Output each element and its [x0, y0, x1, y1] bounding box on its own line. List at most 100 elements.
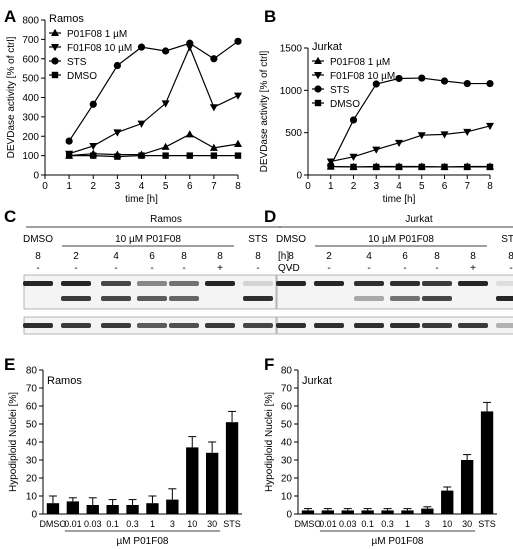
lane-time: 6: [402, 251, 408, 262]
y-axis-label: Hypodiploid Nuclei [%]: [8, 392, 19, 492]
category-label: 0.1: [106, 519, 119, 529]
y-tick-label: 100: [22, 151, 39, 162]
category-label: 3: [170, 519, 175, 529]
band-p116: [101, 281, 131, 286]
series-line: [330, 125, 491, 163]
x-axis-label: time [h]: [125, 194, 158, 205]
category-label: STS: [223, 519, 241, 529]
band-p85: [101, 296, 131, 301]
bar: [46, 503, 60, 514]
lane-qvd: -: [289, 263, 292, 274]
x-tick-label: 6: [442, 181, 448, 192]
lane-qvd: -: [36, 263, 39, 274]
y-tick-label: 500: [22, 74, 39, 85]
data-point: [137, 43, 146, 51]
y-tick-label: 70: [281, 384, 293, 395]
y-tick-label: 20: [26, 474, 38, 485]
data-point: [114, 153, 121, 160]
category-label: 0.1: [361, 519, 374, 529]
data-point: [234, 152, 242, 159]
chart-title: Jurkat: [302, 375, 332, 387]
y-tick-label: 500: [285, 128, 302, 139]
legend-marker: [314, 85, 322, 93]
band-p85: [169, 296, 199, 301]
lane-qvd: -: [256, 263, 259, 274]
series-line: [68, 45, 239, 155]
series-line: [330, 77, 490, 166]
band-tubulin: [243, 323, 273, 328]
data-point: [395, 163, 403, 171]
y-tick-label: 1000: [280, 86, 303, 97]
data-point: [372, 80, 380, 88]
band-tubulin: [23, 323, 53, 328]
panel-letter-b: B: [264, 7, 276, 26]
legend-marker: [314, 99, 322, 107]
unit-label: [h]: [278, 251, 289, 262]
band-tubulin: [101, 323, 131, 328]
legend-label: F01F08 10 µM: [330, 71, 395, 82]
category-label: DMSO: [294, 519, 321, 529]
data-point: [463, 128, 472, 137]
y-axis-label: DEVDase activity [% of ctrl]: [6, 36, 17, 158]
x-tick-label: 0: [305, 181, 311, 192]
legend-marker: [314, 72, 322, 80]
y-tick-label: 300: [22, 112, 39, 123]
bar: [106, 505, 119, 514]
bar: [441, 490, 454, 514]
data-point: [395, 139, 403, 148]
band-p116: [23, 281, 53, 286]
bar: [126, 505, 139, 514]
legend-label: F01F08 10 µM: [67, 43, 132, 54]
series-line: [69, 155, 238, 158]
lane-qvd: +: [470, 263, 476, 274]
legend-marker: [51, 28, 59, 36]
data-point: [185, 130, 194, 138]
x-tick-label: 8: [487, 181, 493, 192]
lane-time: 8: [35, 251, 41, 262]
data-point: [234, 92, 242, 100]
lane-time: 8: [255, 251, 261, 262]
bar: [321, 510, 335, 514]
data-point: [463, 79, 471, 88]
category-label: 1: [150, 519, 155, 529]
lane-time: 4: [113, 251, 119, 262]
lane-time: 2: [326, 251, 332, 262]
data-point: [486, 122, 494, 131]
x-axis-label: µM P01F08: [117, 536, 169, 547]
y-tick-label: 50: [281, 420, 293, 431]
data-point: [90, 152, 97, 159]
y-tick-label: 50: [26, 420, 38, 431]
data-point: [440, 131, 449, 139]
band-p116: [169, 281, 199, 286]
legend-marker: [51, 57, 59, 65]
category-label: 30: [462, 519, 472, 529]
band-tubulin: [458, 323, 488, 328]
parp-membrane: [276, 274, 513, 310]
lane-qvd: -: [367, 263, 370, 274]
band-tubulin: [169, 323, 199, 328]
lane-time: 8: [434, 251, 440, 262]
bar: [421, 508, 434, 514]
data-point: [162, 152, 169, 159]
y-tick-label: 10: [26, 492, 38, 503]
band-p116: [458, 281, 488, 286]
data-point: [486, 163, 494, 171]
band-p116: [314, 281, 344, 286]
category-label: STS: [478, 519, 496, 529]
band-p116: [61, 281, 91, 286]
lane-group-treatment: 10 µM P01F08: [115, 234, 181, 245]
lane-time: 4: [366, 251, 372, 262]
data-point: [417, 132, 426, 140]
y-tick-label: 0: [31, 510, 37, 521]
y-tick-label: 80: [281, 366, 293, 377]
category-label: 10: [187, 519, 197, 529]
band-p85: [354, 296, 384, 301]
y-tick-label: 20: [281, 474, 293, 485]
y-tick-label: 60: [26, 402, 38, 413]
data-point: [65, 137, 73, 145]
y-tick-label: 0: [296, 171, 302, 182]
legend-label: STS: [330, 85, 350, 96]
